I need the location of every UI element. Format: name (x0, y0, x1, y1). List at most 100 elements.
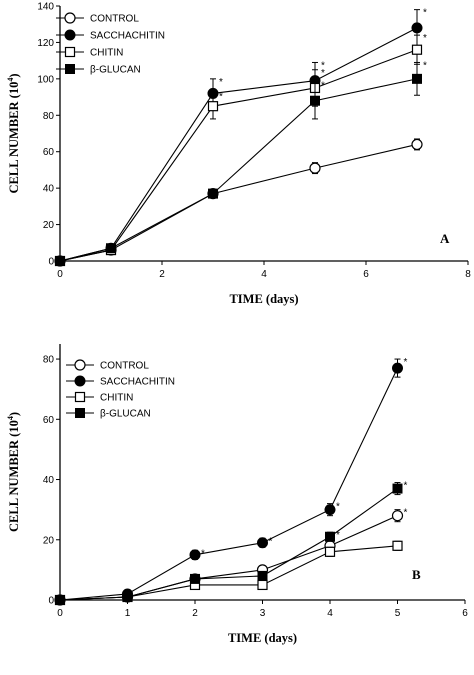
significance-star: * (404, 357, 408, 368)
data-point (392, 540, 403, 551)
y-axis-title-main: CELL NUMBER (10 (7, 420, 21, 532)
significance-star: * (423, 33, 427, 44)
legend: CONTROL SACCHACHITIN CHITIN β-GLUCAN (56, 12, 165, 76)
y-tick-label: 40 (43, 475, 55, 486)
significance-star: * (201, 548, 205, 559)
y-axis-title-main: CELL NUMBER (10 (7, 82, 21, 194)
significance-star: * (219, 77, 223, 88)
chart-panel-a: 0 20 40 60 80 100 120 140 0 2 4 6 8 TIME (days) CELL N… (6, 2, 471, 307)
data-point (392, 483, 403, 494)
data-point (106, 243, 116, 254)
data-point (257, 537, 268, 549)
data-point (208, 188, 218, 199)
legend-entry: CHITIN (90, 48, 123, 59)
x-tick-label: 0 (57, 269, 63, 280)
series-control: * (54, 508, 408, 606)
series-line (59, 78, 418, 262)
x-tick-label: 4 (327, 608, 333, 619)
series-line (59, 49, 418, 262)
legend-marker (65, 64, 75, 74)
legend-entry: SACCHACHITIN (90, 31, 165, 42)
series--glucan: ** (55, 60, 427, 266)
data-point (325, 531, 335, 542)
y-axis-title-exponent: 4 (6, 78, 15, 82)
y-tick-label: 60 (43, 147, 55, 158)
x-tick-label: 1 (125, 608, 131, 619)
legend-marker (74, 375, 86, 387)
x-axis-title: TIME (days) (228, 631, 297, 645)
legend-marker (74, 359, 86, 371)
series-line (59, 27, 418, 262)
y-tick-label: 40 (43, 184, 55, 195)
data-point (411, 44, 423, 55)
significance-star: * (321, 68, 325, 79)
x-axis-title: TIME (days) (229, 292, 298, 306)
y-tick-label: 0 (48, 596, 54, 607)
y-tick-label: 100 (37, 74, 54, 85)
data-point (392, 362, 403, 374)
panel-label: B (412, 567, 421, 582)
legend-entry: CHITIN (100, 393, 133, 404)
x-tick-label: 3 (260, 608, 266, 619)
series-line (59, 515, 398, 601)
significance-star: * (423, 8, 427, 19)
y-axis-title: CELL NUMBER (104) (6, 412, 21, 532)
significance-star: * (321, 81, 325, 92)
significance-star: * (404, 481, 408, 492)
data-point (309, 162, 321, 174)
legend-entry: CONTROL (90, 14, 139, 25)
y-axis-title: CELL NUMBER (104) (6, 74, 21, 194)
legend-marker (64, 46, 76, 58)
x-tick-label: 0 (57, 608, 63, 619)
data-point (324, 504, 336, 516)
series-chitin (54, 540, 403, 606)
data-point (55, 256, 65, 266)
y-axis-title-close: ) (7, 74, 21, 78)
x-tick-label: 6 (462, 608, 468, 619)
y-tick-label: 140 (37, 2, 54, 13)
data-point (324, 546, 336, 557)
series-line (59, 545, 398, 601)
y-axis-title-exponent: 4 (6, 416, 15, 420)
series--glucan: ** (55, 481, 408, 605)
data-point (190, 573, 200, 584)
data-point (207, 101, 219, 112)
legend: CONTROL SACCHACHITIN CHITIN β-GLUCAN (66, 359, 175, 420)
data-point (391, 510, 404, 522)
legend-marker (74, 391, 86, 403)
y-tick-label: 80 (43, 111, 55, 122)
y-tick-label: 0 (48, 257, 54, 268)
y-tick-label: 60 (43, 415, 55, 426)
data-point (257, 570, 268, 581)
significance-star: * (321, 60, 325, 71)
legend-marker (75, 408, 85, 418)
data-point (122, 591, 133, 602)
legend-entry: SACCHACHITIN (100, 377, 175, 388)
x-tick-label: 2 (159, 269, 165, 280)
y-tick-label: 20 (43, 535, 55, 546)
legend-entry: CONTROL (100, 361, 149, 372)
data-point (55, 595, 65, 605)
x-tick-label: 6 (363, 269, 369, 280)
series-line (59, 488, 398, 601)
series-sacchachitin: *** (54, 8, 427, 267)
significance-star: * (336, 502, 340, 513)
significance-star: * (423, 60, 427, 71)
x-tick-label: 5 (395, 608, 401, 619)
y-tick-label: 80 (43, 355, 55, 366)
significance-star: * (336, 530, 340, 541)
data-point (412, 73, 422, 84)
significance-star: * (219, 91, 223, 102)
series-line (59, 367, 398, 601)
data-point (257, 579, 268, 591)
x-tick-label: 4 (261, 269, 267, 280)
chart-panel-b: 0 20 40 60 80 0 1 2 3 4 5 6 TIME (days) CELL NUMBER (… (6, 344, 468, 645)
y-axis-title-close: ) (7, 412, 21, 416)
legend-entry: β-GLUCAN (90, 65, 141, 76)
legend-marker (64, 29, 76, 41)
data-point (189, 549, 201, 561)
x-tick-label: 8 (465, 269, 471, 280)
x-tick-label: 2 (192, 608, 198, 619)
significance-star: * (404, 508, 408, 519)
